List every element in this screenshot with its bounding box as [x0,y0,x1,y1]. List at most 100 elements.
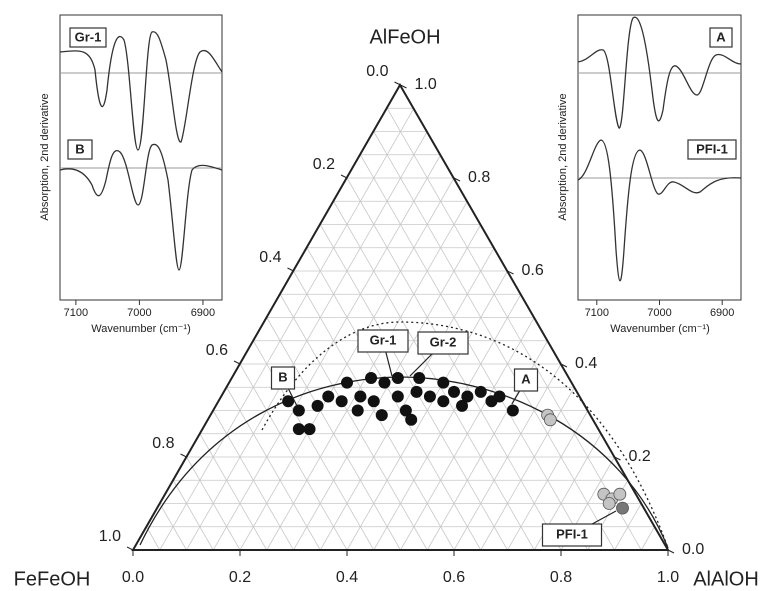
trace-label-box [69,27,107,48]
data-point [303,423,316,436]
tick-mark [614,456,621,461]
data-point [351,404,364,417]
data-point [474,385,487,398]
grid-line [373,294,522,551]
vertex-label: FeFeOH [14,568,91,590]
annotations: B Gr-1 Gr-2 A PFI-1 [270,329,617,547]
grid-line [186,456,241,551]
data-point [367,395,380,408]
data-point [391,390,404,403]
grid-line [212,410,294,551]
tick-label: 0.8 [468,169,490,186]
x-axis-label: Wavenumber (cm⁻¹) [91,323,191,335]
tick-mark [560,363,568,368]
tick-label: 0.2 [313,156,335,173]
grid-line [507,410,589,551]
grid-line [453,363,562,551]
tick-label: 0.2 [629,448,651,465]
grid-line [614,503,642,551]
grid-line [640,526,655,551]
tick-mark [287,267,294,272]
grid-line [146,526,161,551]
data-point [375,409,388,422]
data-point [423,390,436,403]
data-point [410,385,423,398]
grid-line [172,480,214,551]
data-point [461,390,474,403]
tick-label: 1.0 [99,528,121,545]
annotation-box [270,366,296,390]
grid-line [159,108,415,551]
data-point [391,371,404,384]
tick-mark [507,270,514,275]
data-point [292,423,305,436]
x-axis-label: Wavenumber (cm⁻¹) [610,323,710,335]
tick-label: 7100 [585,307,609,319]
tick-label: 0.4 [575,355,597,372]
data-point [282,395,295,408]
grid-line [266,317,401,551]
annotation: B [278,369,287,384]
data-point [493,390,506,403]
tick-label: 0.8 [550,569,572,586]
tick-label: 0.6 [206,342,228,359]
spectrum [59,31,223,151]
grid-line [319,247,495,551]
tick-mark [233,360,241,365]
trace-label: PFI-1 [696,141,728,156]
grid-line [239,363,348,551]
tick-label: 1.0 [415,76,437,93]
tick-label: 6900 [191,307,215,319]
annotation: A [521,371,531,386]
tick-mark [394,81,401,86]
tick-label: 0.4 [336,569,358,586]
annotation: PFI-1 [556,526,588,541]
spectrum [577,16,742,129]
points [282,371,629,515]
trace-label: Gr-1 [75,29,102,44]
data-point [354,390,367,403]
annotation-box [513,368,539,392]
spectrum [577,139,742,282]
grid-line [400,317,535,551]
data-point [365,371,378,384]
vertex-label: AlFeOH [369,26,440,48]
annotation-box [541,523,603,547]
y-axis-label: Absorption, 2nd derivative [557,93,569,220]
annotation-box [417,331,469,355]
tick-label: 0.8 [152,435,174,452]
data-point [399,404,412,417]
grid-line [279,294,428,551]
data-point [322,390,335,403]
ternary-frame [131,82,670,551]
tick-mark [453,177,461,182]
tick-label: 1.0 [657,569,679,586]
grid-line [480,387,575,551]
data-point [405,413,418,426]
trace-label: A [716,29,726,44]
tick-label: 0.0 [366,63,388,80]
tick-label: 0.6 [443,569,465,586]
data-point [602,497,616,510]
annotation: Gr-1 [370,332,397,347]
data-point [292,404,305,417]
trace-label-box [67,139,93,160]
tick-label: 7000 [127,307,151,319]
model-curve-dotted [261,321,669,549]
y-axis-label: Absorption, 2nd derivative [39,93,51,220]
spectrum [59,143,223,271]
annotation-box [357,329,409,353]
data-point [506,404,519,417]
trace-label-box [687,139,737,160]
grid-line [386,108,642,551]
data-point [616,501,629,515]
tick-label: 7000 [647,307,671,319]
tick-mark [400,84,407,89]
grid-line [159,503,187,551]
tick-mark [126,546,134,551]
data-point [613,487,627,501]
tick-label: 7100 [64,307,88,319]
vertex-label: AlAlOH [693,568,759,590]
trace-label-box [709,27,733,48]
data-point [437,376,450,389]
